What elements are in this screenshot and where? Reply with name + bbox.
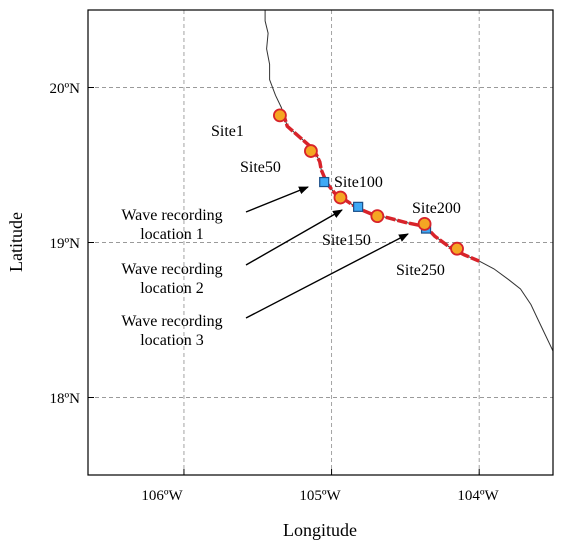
- site-marker-site150: [370, 209, 385, 224]
- site-marker-site250: [450, 241, 464, 256]
- wave-label-1-line1: Wave recording: [121, 207, 222, 224]
- x-tick-label-104: 104ºW: [457, 488, 499, 504]
- wave-arrow-2: [245, 209, 343, 266]
- wave-label-3-line2: location 3: [140, 332, 204, 349]
- y-tick-label-18: 18ºN: [50, 391, 81, 407]
- site-marker-site200: [417, 216, 432, 231]
- y-tick-label-20: 20ºN: [50, 81, 81, 97]
- wave-label-2-line1: Wave recording: [121, 261, 222, 278]
- x-tick-label-105: 105ºW: [299, 488, 341, 504]
- site-label-1: Site1: [211, 123, 244, 140]
- site-label-250: Site250: [396, 262, 445, 279]
- x-axis-title: Longitude: [283, 520, 357, 540]
- wave-recording-marker-1: [319, 176, 330, 188]
- site-label-150: Site150: [322, 232, 371, 249]
- wave-arrow-3: [245, 233, 409, 319]
- wave-arrow-1: [245, 186, 309, 213]
- wave-label-3-line1: Wave recording: [121, 313, 222, 330]
- wave-recording-marker-2: [353, 201, 364, 212]
- grid-lines: [88, 10, 553, 475]
- axis-ticks: [88, 87, 480, 475]
- wave-label-1-line2: location 1: [140, 226, 204, 243]
- site-markers: [273, 108, 464, 256]
- site-marker-site1: [273, 108, 287, 123]
- site-label-100: Site100: [334, 174, 383, 191]
- y-tick-label-19: 19ºN: [50, 236, 81, 252]
- wave-label-2-line2: location 2: [140, 280, 204, 297]
- coastline: [264, 10, 553, 352]
- y-axis-title: Latitude: [6, 212, 26, 272]
- x-tick-label-106: 106ºW: [141, 488, 183, 504]
- site-marker-site100: [333, 190, 348, 205]
- site-label-50: Site50: [240, 159, 281, 176]
- site-marker-site50: [304, 144, 318, 158]
- site-label-200: Site200: [412, 200, 461, 217]
